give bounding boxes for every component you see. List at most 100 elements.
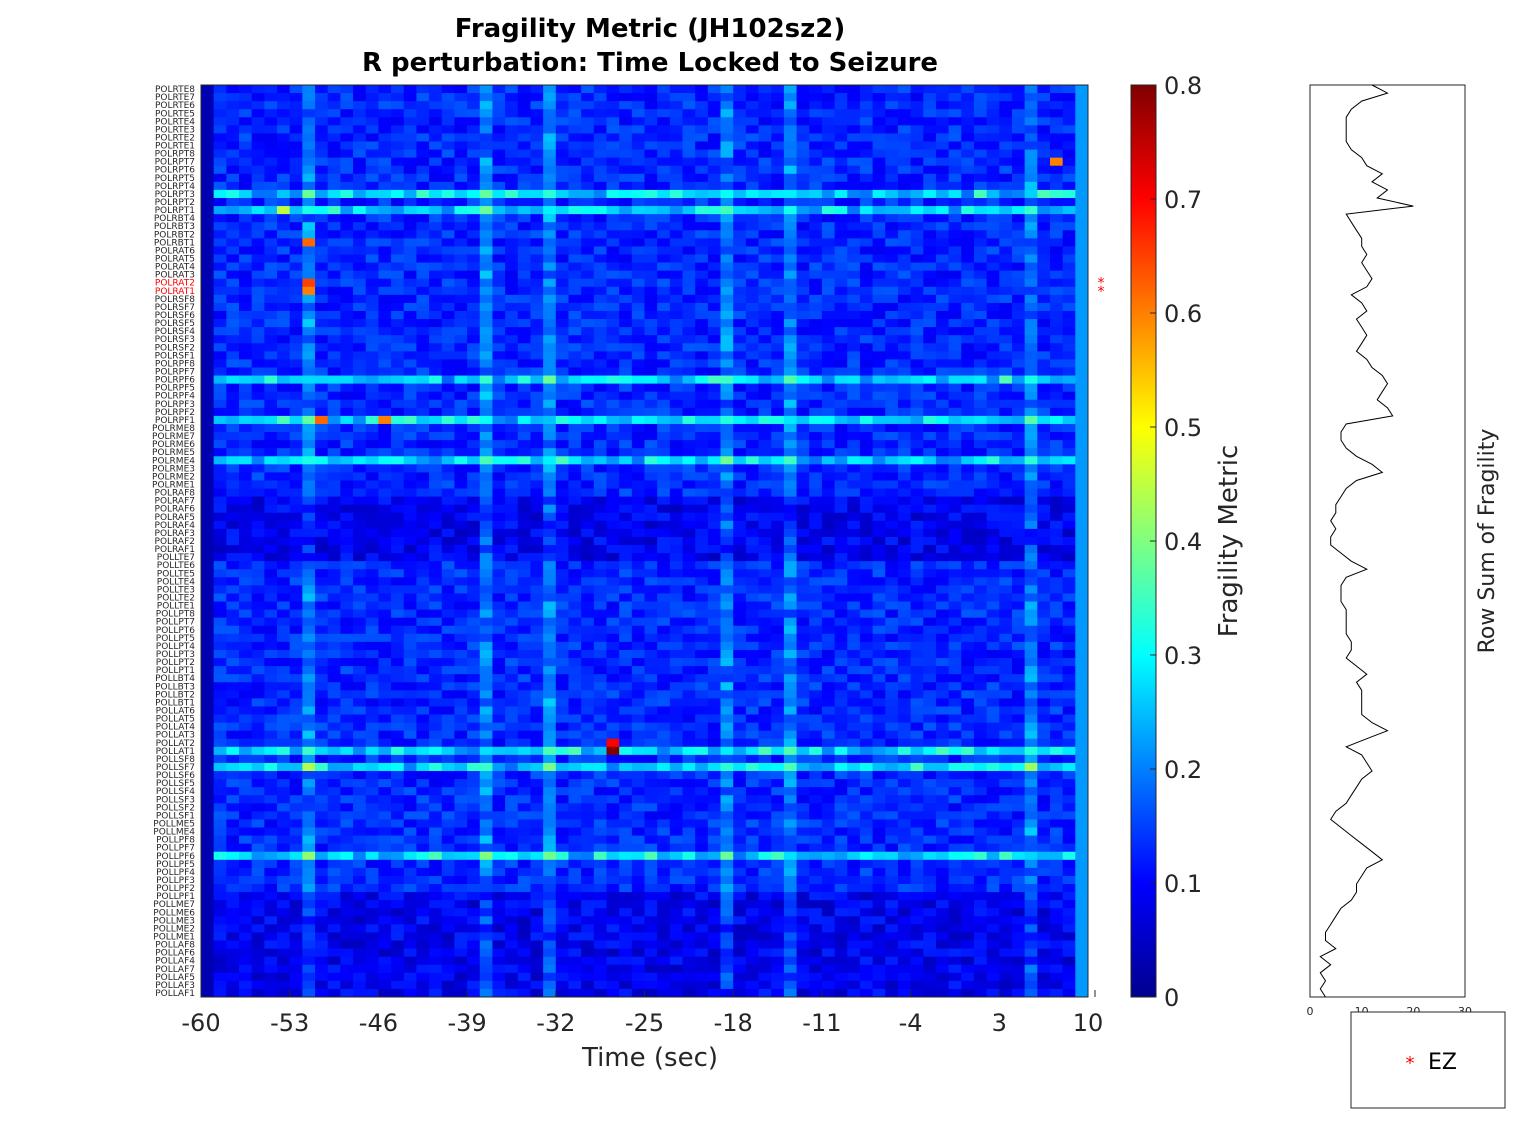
heatmap-cell [391, 359, 405, 368]
heatmap-cell [201, 488, 215, 498]
heatmap-cell [1062, 593, 1076, 602]
heatmap-cell [758, 415, 772, 425]
heatmap-cell [530, 415, 544, 425]
heatmap-cell [1024, 625, 1038, 635]
heatmap-cell [973, 617, 988, 627]
heatmap-cell [733, 553, 747, 562]
heatmap-cell [923, 617, 937, 627]
heatmap-cell [859, 496, 873, 506]
heatmap-cell [1024, 520, 1038, 530]
heatmap-cell [289, 302, 303, 312]
heatmap-cell [492, 351, 506, 360]
heatmap-cell [669, 310, 683, 320]
heatmap-cell [631, 310, 645, 320]
heatmap-cell [201, 302, 215, 312]
heatmap-cell [264, 294, 278, 304]
heatmap-cell [543, 415, 557, 425]
heatmap-cell [606, 254, 620, 263]
heatmap-cell [213, 625, 227, 635]
heatmap-cell [403, 625, 417, 635]
heatmap-cell [606, 117, 620, 126]
heatmap-cell [1075, 173, 1089, 183]
heatmap-cell [593, 351, 607, 360]
heatmap-cell [416, 504, 430, 514]
heatmap-cell [809, 456, 823, 465]
heatmap-cell [365, 335, 379, 344]
heatmap-cell [416, 496, 430, 506]
heatmap-cell [897, 254, 911, 263]
heatmap-cell [897, 165, 911, 175]
heatmap-cell [517, 262, 531, 272]
heatmap-cell [695, 157, 709, 167]
heatmap-cell [378, 472, 392, 481]
heatmap-cell [1049, 432, 1064, 441]
heatmap-cell [429, 480, 443, 489]
heatmap-cell [961, 85, 975, 94]
heatmap-cell [897, 206, 911, 215]
heatmap-cell [999, 504, 1013, 514]
heatmap-cell [834, 165, 848, 175]
heatmap-cell [226, 472, 240, 481]
heatmap-cell [707, 383, 721, 393]
heatmap-cell [416, 117, 430, 126]
heatmap-cell [809, 367, 823, 376]
heatmap-cell [771, 383, 785, 393]
heatmap-cell [707, 189, 721, 199]
heatmap-cell [948, 407, 962, 417]
heatmap-cell [1062, 302, 1076, 312]
heatmap-cell [378, 545, 392, 554]
heatmap-cell [897, 262, 911, 272]
heatmap-cell [885, 440, 899, 449]
heatmap-cell [631, 302, 645, 312]
heatmap-cell [555, 593, 569, 602]
heatmap-cell [961, 577, 975, 586]
heatmap-cell [923, 165, 937, 175]
heatmap-cell [543, 149, 557, 159]
heatmap-cell [935, 601, 950, 610]
heatmap-cell [201, 109, 215, 118]
heatmap-cell [239, 440, 253, 449]
heatmap-cell [872, 383, 886, 393]
heatmap-cell [555, 480, 569, 489]
heatmap-cell [517, 520, 531, 530]
heatmap-cell [517, 601, 531, 610]
heatmap-cell [948, 109, 962, 118]
heatmap-cell [657, 440, 671, 449]
heatmap-cell [973, 149, 988, 159]
heatmap-cell [745, 391, 759, 401]
heatmap-cell [999, 246, 1013, 255]
heatmap-cell [961, 230, 975, 239]
heatmap-cell [669, 553, 683, 562]
heatmap-cell [403, 528, 417, 538]
heatmap-cell [479, 222, 493, 231]
heatmap-cell [745, 238, 759, 247]
heatmap-cell [365, 375, 379, 385]
heatmap-cell [315, 93, 329, 102]
heatmap-cell [555, 335, 569, 344]
heatmap-cell [720, 432, 734, 441]
heatmap-cell [783, 536, 797, 546]
heatmap-cell [821, 214, 835, 223]
heatmap-cell [429, 157, 443, 167]
heatmap-cell [416, 149, 430, 159]
heatmap-cell [201, 351, 215, 360]
heatmap-cell [619, 157, 633, 167]
heatmap-cell [606, 423, 620, 433]
heatmap-cell [201, 536, 215, 546]
heatmap-cell [695, 432, 709, 441]
heatmap-cell [821, 335, 835, 344]
heatmap-cell [644, 173, 658, 183]
heatmap-cell [986, 585, 1000, 594]
heatmap-cell [669, 641, 683, 651]
heatmap-cell [505, 165, 519, 175]
heatmap-cell [365, 319, 379, 328]
heatmap-cell [644, 206, 658, 215]
heatmap-cell [910, 649, 924, 659]
heatmap-cell [1075, 286, 1089, 296]
heatmap-cell [973, 488, 988, 498]
heatmap-cell [720, 197, 734, 207]
heatmap-cell [1024, 343, 1038, 352]
heatmap-cell [644, 633, 658, 643]
heatmap-cell [695, 472, 709, 481]
heatmap-cell [517, 359, 531, 368]
